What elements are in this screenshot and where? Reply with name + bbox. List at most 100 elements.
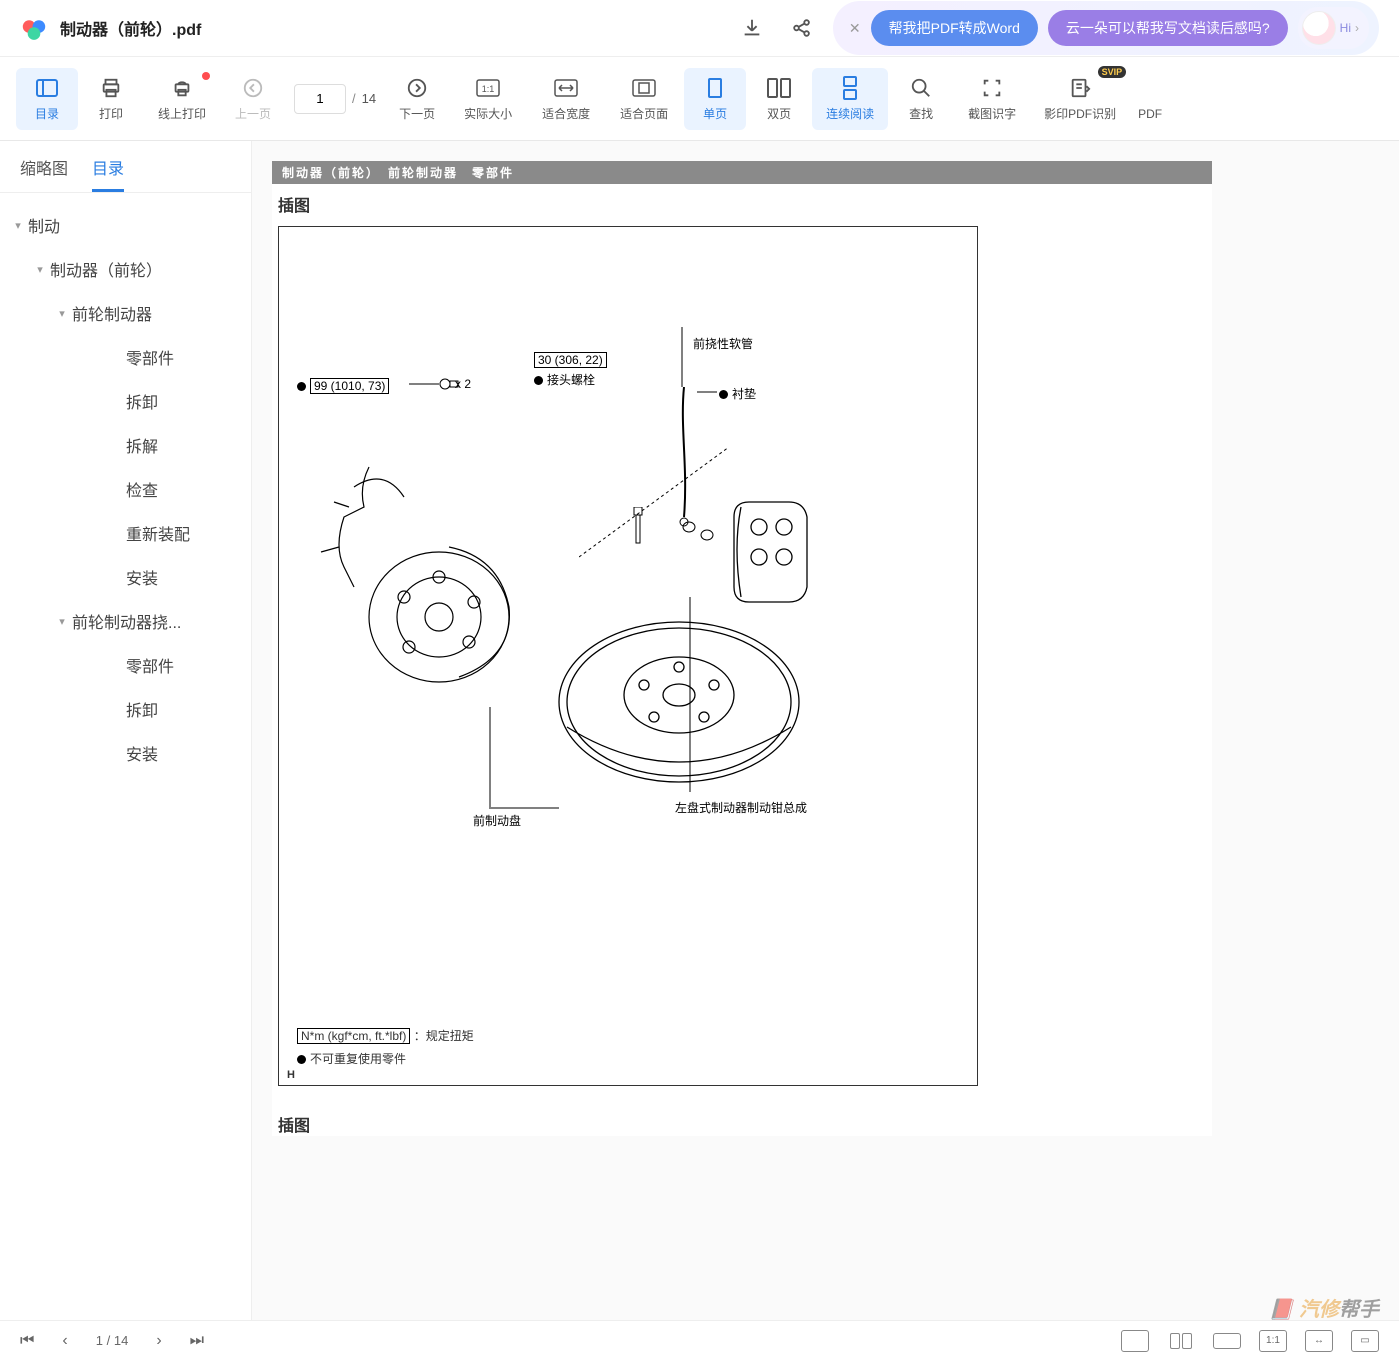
- tab-thumbnails[interactable]: 缩略图: [20, 155, 68, 192]
- toolbar: 目录 打印 线上打印 上一页 / 14 下一页 1:1 实际大小 适合宽度 适合…: [0, 57, 1399, 141]
- outline-item[interactable]: ▾制动器（前轮）: [0, 247, 251, 291]
- outline-item[interactable]: 零部件: [0, 643, 251, 687]
- bolt-icon: [409, 376, 459, 392]
- outline-item[interactable]: 安装: [0, 731, 251, 775]
- caret-icon: ▾: [52, 615, 72, 628]
- pdf-page: 制动器（前轮） 前轮制动器 零部件 插图 99 (1010, 73) x 2 3…: [272, 161, 1212, 1136]
- page-separator: /: [352, 91, 356, 106]
- view-continuous-icon[interactable]: [1213, 1333, 1241, 1349]
- brake-disc-drawing: [549, 607, 809, 797]
- next-page-tool[interactable]: 下一页: [386, 68, 448, 130]
- label-joint-bolt: 接头螺栓: [547, 373, 595, 387]
- sidebar-tabs: 缩略图 目录: [0, 141, 251, 193]
- section-title: 插图: [278, 192, 1212, 216]
- knuckle-hub-drawing: [299, 457, 539, 737]
- first-page-button[interactable]: ⏮: [20, 1332, 34, 1350]
- pdf-more-tool[interactable]: PDF: [1130, 68, 1170, 130]
- caret-icon: ▾: [8, 219, 28, 232]
- hi-label: Hi: [1340, 21, 1351, 35]
- chevron-right-icon: ›: [1355, 21, 1359, 35]
- fit-page-tool[interactable]: 适合页面: [606, 68, 682, 130]
- leader-line: [489, 807, 559, 809]
- outline-item-label: 拆卸: [126, 389, 158, 413]
- caret-icon: ▾: [30, 263, 50, 276]
- share-icon[interactable]: [783, 9, 821, 47]
- continuous-read-tool[interactable]: 连续阅读: [812, 68, 888, 130]
- outline-tree: ▾制动▾制动器（前轮）▾前轮制动器零部件拆卸拆解检查重新装配安装▾前轮制动器挠.…: [0, 193, 251, 1320]
- outline-item-label: 安装: [126, 741, 158, 765]
- doc-section-header: 制动器（前轮） 前轮制动器 零部件: [272, 161, 1212, 184]
- fit-width-tool[interactable]: 适合宽度: [528, 68, 604, 130]
- outline-item-label: 安装: [126, 565, 158, 589]
- page-total: 14: [362, 91, 376, 106]
- app-logo-icon: [20, 14, 48, 42]
- outline-item[interactable]: ▾前轮制动器: [0, 291, 251, 335]
- outline-item-label: 拆卸: [126, 697, 158, 721]
- page-number-input[interactable]: [294, 84, 346, 114]
- outline-item[interactable]: 安装: [0, 555, 251, 599]
- outline-item[interactable]: ▾制动: [0, 203, 251, 247]
- outline-item[interactable]: 重新装配: [0, 511, 251, 555]
- leader-line: [489, 707, 491, 807]
- tab-outline[interactable]: 目录: [92, 155, 124, 192]
- parts-diagram: 99 (1010, 73) x 2 30 (306, 22) 接头螺栓 前挠性软…: [278, 226, 978, 1086]
- online-print-tool[interactable]: 线上打印: [144, 68, 220, 130]
- screenshot-ocr-tool[interactable]: 截图识字: [954, 68, 1030, 130]
- outline-item[interactable]: 零部件: [0, 335, 251, 379]
- outline-item[interactable]: 拆解: [0, 423, 251, 467]
- print-tool[interactable]: 打印: [80, 68, 142, 130]
- torque-spec-2: 30 (306, 22): [534, 352, 607, 368]
- label-flex-hose: 前挠性软管: [693, 335, 753, 352]
- outline-item[interactable]: 拆卸: [0, 379, 251, 423]
- outline-tool[interactable]: 目录: [16, 68, 78, 130]
- last-page-button[interactable]: ⏭: [190, 1332, 204, 1350]
- view-fitwidth-icon[interactable]: ↔: [1305, 1330, 1333, 1352]
- outline-item-label: 制动: [28, 213, 60, 237]
- caret-icon: ▾: [52, 307, 72, 320]
- find-tool[interactable]: 查找: [890, 68, 952, 130]
- view-fitpage-icon[interactable]: ▭: [1351, 1330, 1379, 1352]
- outline-item-label: 零部件: [126, 653, 174, 677]
- promo-banner: ✕ 帮我把PDF转成Word 云一朵可以帮我写文档读后感吗? Hi ›: [833, 1, 1379, 55]
- bottom-page-indicator: 1 / 14: [96, 1333, 129, 1348]
- view-actual-icon[interactable]: 1:1: [1259, 1330, 1287, 1352]
- download-icon[interactable]: [733, 9, 771, 47]
- label-gasket: 衬垫: [732, 387, 756, 401]
- next-page-button[interactable]: ›: [156, 1332, 161, 1350]
- legend-torque-label: ：规定扭矩: [414, 1029, 474, 1043]
- outline-item-label: 前轮制动器挠...: [72, 609, 181, 633]
- single-page-tool[interactable]: 单页: [684, 68, 746, 130]
- view-double-icon[interactable]: [1167, 1330, 1195, 1352]
- caliper-drawing: [729, 497, 819, 607]
- outline-item-label: 检查: [126, 477, 158, 501]
- outline-item[interactable]: 检查: [0, 467, 251, 511]
- prev-page-button[interactable]: ‹: [62, 1332, 67, 1350]
- outline-item[interactable]: ▾前轮制动器挠...: [0, 599, 251, 643]
- titlebar: 制动器（前轮）.pdf ✕ 帮我把PDF转成Word 云一朵可以帮我写文档读后感…: [0, 0, 1399, 57]
- double-page-tool[interactable]: 双页: [748, 68, 810, 130]
- svip-badge: SVIP: [1098, 66, 1127, 78]
- promo-pdf-to-word-button[interactable]: 帮我把PDF转成Word: [871, 10, 1038, 46]
- diagram-legend: N*m (kgf*cm, ft.*lbf) ：规定扭矩 不可重复使用零件: [297, 1021, 474, 1067]
- page-code: H: [287, 1069, 295, 1081]
- leader-line: [681, 327, 683, 387]
- ai-assistant-button[interactable]: Hi ›: [1298, 7, 1369, 49]
- label-caliper: 左盘式制动器制动钳总成: [675, 799, 807, 816]
- document-title: 制动器（前轮）.pdf: [60, 16, 201, 40]
- outline-item[interactable]: 拆卸: [0, 687, 251, 731]
- torque-spec-1: 99 (1010, 73): [310, 378, 389, 394]
- outline-item-label: 重新装配: [126, 521, 190, 545]
- promo-close-icon[interactable]: ✕: [849, 20, 861, 37]
- promo-ai-summary-button[interactable]: 云一朵可以帮我写文档读后感吗?: [1048, 10, 1288, 46]
- notification-dot-icon: [202, 72, 210, 80]
- outline-item-label: 制动器（前轮）: [50, 257, 162, 281]
- svg-text:1:1: 1:1: [482, 84, 495, 94]
- outline-item-label: 零部件: [126, 345, 174, 369]
- section-title-2: 插图: [278, 1112, 1212, 1136]
- scan-pdf-ocr-tool[interactable]: SVIP 影印PDF识别: [1032, 68, 1128, 130]
- view-single-icon[interactable]: [1121, 1330, 1149, 1352]
- prev-page-tool: 上一页: [222, 68, 284, 130]
- document-viewport[interactable]: 制动器（前轮） 前轮制动器 零部件 插图 99 (1010, 73) x 2 3…: [252, 141, 1399, 1320]
- actual-size-tool[interactable]: 1:1 实际大小: [450, 68, 526, 130]
- sidebar: 缩略图 目录 ▾制动▾制动器（前轮）▾前轮制动器零部件拆卸拆解检查重新装配安装▾…: [0, 141, 252, 1320]
